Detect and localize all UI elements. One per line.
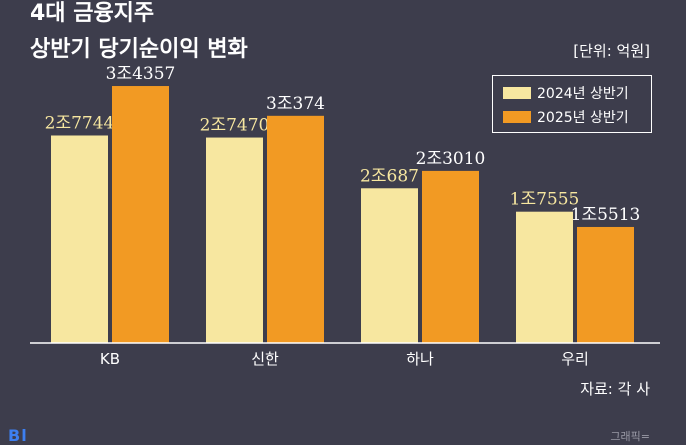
data-label-우리-2025년 상반기: 1조5513 xyxy=(571,205,641,225)
legend-label-2024: 2024년 상반기 xyxy=(537,86,629,102)
category-label-하나: 하나 xyxy=(406,350,434,368)
data-label-하나-2025년 상반기: 2조3010 xyxy=(416,149,486,169)
legend-item-2024: 2024년 상반기 xyxy=(503,83,629,103)
chart-title-line1: 4대 금융지주 xyxy=(30,1,155,26)
bar-KB-2025년 상반기 xyxy=(112,86,169,343)
data-label-우리-2024년 상반기: 1조7555 xyxy=(510,190,580,210)
legend-label-2025: 2025년 상반기 xyxy=(537,110,629,126)
data-label-KB-2024년 상반기: 2조7744 xyxy=(45,113,115,133)
bar-하나-2025년 상반기 xyxy=(422,170,479,343)
legend-swatch-2024 xyxy=(503,87,531,99)
legend-item-2025: 2025년 상반기 xyxy=(503,107,629,127)
data-label-하나-2024년 상반기: 2조687 xyxy=(360,166,419,186)
bar-KB-2024년 상반기 xyxy=(51,135,108,343)
bar-우리-2025년 상반기 xyxy=(577,226,634,343)
legend: 2024년 상반기 2025년 상반기 xyxy=(492,75,652,133)
unit-label: [단위: 억원] xyxy=(573,42,650,60)
bar-신한-2025년 상반기 xyxy=(267,115,324,343)
category-label-우리: 우리 xyxy=(561,350,589,368)
graphic-credit: 그래픽= xyxy=(610,430,650,443)
data-label-신한-2024년 상반기: 2조7470 xyxy=(200,116,270,136)
chart-title-line2: 상반기 당기순이익 변화 xyxy=(30,37,248,62)
bar-하나-2024년 상반기 xyxy=(361,188,418,343)
bar-우리-2024년 상반기 xyxy=(516,211,573,343)
source-note: 자료: 각 사 xyxy=(580,380,650,398)
publisher-logo: Bl xyxy=(8,426,28,445)
data-label-KB-2025년 상반기: 3조4357 xyxy=(106,64,176,84)
data-label-신한-2025년 상반기: 3조374 xyxy=(266,94,325,114)
bar-신한-2024년 상반기 xyxy=(206,137,263,343)
category-label-신한: 신한 xyxy=(251,350,279,368)
legend-swatch-2025 xyxy=(503,111,531,123)
category-label-KB: KB xyxy=(100,350,120,368)
